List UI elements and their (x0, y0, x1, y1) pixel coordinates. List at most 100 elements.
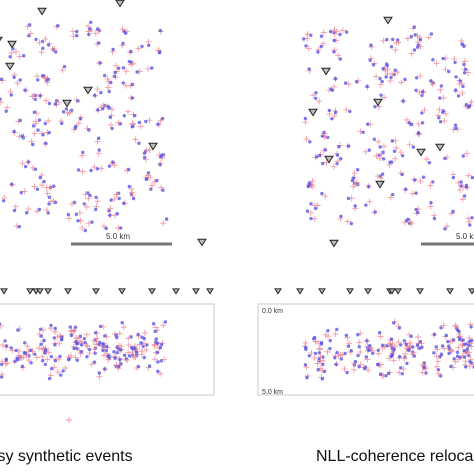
located-event-point (13, 359, 17, 363)
located-event-point (115, 351, 119, 355)
true-location-marker (109, 106, 116, 113)
located-event-point (404, 342, 408, 346)
true-location-marker (448, 348, 455, 355)
located-event-point (380, 172, 385, 176)
true-location-marker (435, 370, 442, 377)
located-event-point (440, 344, 445, 348)
located-event-point (343, 81, 348, 85)
located-event-point (467, 343, 471, 347)
located-event-point (44, 141, 48, 145)
station-marker (435, 143, 445, 152)
located-event-point (88, 193, 92, 198)
located-event-point (407, 121, 411, 125)
true-location-marker (408, 50, 415, 57)
located-event-point (123, 31, 128, 35)
true-location-marker (113, 62, 120, 69)
located-event-point (118, 122, 123, 126)
located-event-point (410, 345, 415, 349)
true-location-marker (66, 417, 72, 423)
true-location-marker (332, 330, 339, 337)
true-location-marker (34, 73, 41, 80)
located-event-point (69, 333, 74, 338)
located-event-point (391, 192, 395, 197)
located-event-point (53, 102, 58, 106)
true-location-marker (12, 203, 19, 210)
located-event-point (83, 228, 88, 233)
true-location-marker (351, 170, 358, 177)
located-event-point (467, 339, 472, 344)
true-location-marker (302, 119, 309, 126)
located-event-point (103, 367, 107, 371)
located-event-point (42, 179, 46, 184)
true-location-marker (375, 138, 382, 145)
located-event-point (381, 150, 385, 154)
located-event-point (376, 363, 380, 367)
located-event-point (309, 33, 313, 37)
located-event-point (95, 27, 100, 31)
located-event-point (416, 45, 420, 49)
true-location-marker (380, 143, 387, 150)
located-event-point (158, 163, 162, 167)
located-event-point (333, 110, 338, 115)
true-location-marker (158, 184, 165, 191)
located-event-point (346, 144, 351, 148)
located-event-point (159, 153, 164, 158)
true-location-marker (151, 342, 158, 349)
located-event-point (339, 214, 343, 219)
true-location-marker (415, 120, 422, 127)
located-event-point (15, 356, 19, 360)
located-event-point (455, 326, 459, 331)
true-location-marker (442, 66, 449, 73)
located-event-point (356, 353, 360, 358)
located-event-point (108, 115, 112, 119)
located-event-point (46, 77, 50, 82)
true-location-marker (407, 219, 414, 226)
located-event-point (420, 111, 424, 115)
located-event-point (27, 354, 31, 358)
true-location-marker (377, 333, 384, 340)
true-location-marker (146, 117, 153, 124)
located-event-point (335, 327, 339, 332)
located-event-point (9, 93, 13, 97)
located-event-point (46, 211, 50, 215)
true-location-marker (157, 117, 164, 124)
true-location-marker (137, 123, 144, 130)
located-event-point (356, 333, 360, 337)
true-location-marker (377, 155, 384, 162)
located-event-point (439, 352, 444, 356)
located-event-point (0, 375, 4, 379)
located-event-point (53, 343, 57, 347)
located-event-point (117, 66, 121, 71)
station-marker (446, 288, 454, 295)
station-marker (388, 288, 396, 295)
true-location-marker (419, 361, 426, 368)
located-event-point (75, 34, 79, 38)
located-event-point (356, 168, 360, 172)
located-event-point (33, 167, 38, 171)
true-location-marker (378, 174, 385, 181)
located-event-point (12, 75, 16, 80)
located-event-point (344, 333, 348, 337)
located-event-point (155, 178, 159, 183)
located-event-point (451, 175, 456, 180)
located-event-point (135, 70, 139, 74)
located-event-point (454, 126, 458, 131)
located-event-point (83, 341, 87, 345)
located-event-point (400, 172, 404, 177)
located-event-point (319, 342, 324, 346)
located-event-point (421, 175, 426, 179)
located-event-point (155, 350, 160, 355)
located-event-point (87, 128, 91, 132)
true-location-marker (343, 106, 350, 113)
true-location-marker (143, 147, 150, 154)
located-event-point (452, 357, 456, 361)
located-event-point (437, 116, 441, 120)
true-location-marker (440, 94, 447, 101)
true-location-marker (123, 68, 130, 75)
located-event-point (87, 32, 91, 37)
map-panel-right (302, 16, 474, 248)
located-event-point (97, 371, 102, 375)
true-location-marker (396, 369, 403, 376)
located-event-point (66, 358, 71, 362)
located-event-point (409, 34, 413, 39)
